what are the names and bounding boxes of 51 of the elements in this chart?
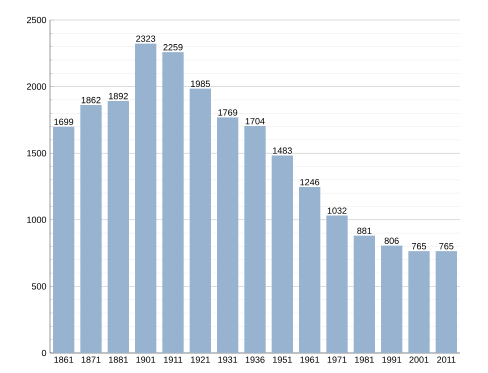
bar (299, 187, 320, 353)
data-label: 765 (439, 243, 454, 250)
bar (354, 236, 375, 353)
bar (272, 155, 293, 353)
data-label: 1699 (54, 118, 74, 126)
bar (381, 246, 402, 353)
data-label: 1985 (191, 80, 210, 87)
x-tick-label: 1936 (246, 356, 265, 363)
x-tick-label: 1931 (218, 356, 238, 363)
data-label: 1892 (109, 92, 128, 100)
data-label: 1704 (246, 118, 265, 124)
data-label: 806 (384, 238, 399, 244)
x-tick-label: 2011 (437, 356, 456, 363)
y-tick-label: 1000 (27, 216, 46, 223)
y-tick-label: 2500 (26, 16, 46, 24)
x-tick-label: 1911 (164, 356, 182, 363)
y-tick-label: 0 (42, 350, 46, 356)
data-label: 2323 (136, 36, 156, 42)
x-tick-label: 1991 (382, 356, 402, 363)
x-tick-label: 1901 (136, 356, 156, 363)
data-label: 1483 (273, 147, 292, 154)
data-label: 2259 (163, 44, 183, 50)
bar (53, 126, 74, 353)
bar (190, 88, 211, 353)
bar (408, 251, 430, 353)
bar (108, 100, 129, 353)
y-tick-label: 2000 (26, 83, 46, 90)
x-tick-label: 1961 (300, 356, 320, 363)
data-label: 1862 (82, 96, 101, 104)
x-tick-label: 2001 (409, 356, 429, 363)
bar (217, 117, 238, 353)
bar (326, 216, 348, 353)
x-tick-label: 1971 (328, 356, 347, 363)
x-tick-label: 1861 (54, 356, 74, 363)
data-label: 765 (412, 243, 426, 250)
data-label: 1769 (218, 109, 238, 116)
bar (244, 126, 266, 353)
y-tick-label: 1500 (27, 150, 46, 156)
x-tick-label: 1981 (355, 356, 374, 363)
data-label: 1032 (328, 207, 347, 214)
data-label: 881 (357, 228, 372, 234)
x-tick-label: 1921 (191, 356, 210, 363)
bar (162, 52, 184, 353)
x-tick-label: 1881 (109, 356, 128, 363)
bar (135, 44, 156, 353)
y-tick-label: 500 (32, 283, 46, 290)
bar (80, 104, 102, 353)
x-tick-label: 1951 (273, 356, 292, 363)
data-label: 1246 (300, 178, 320, 186)
x-tick-label: 1871 (82, 356, 101, 363)
bar (436, 251, 457, 353)
